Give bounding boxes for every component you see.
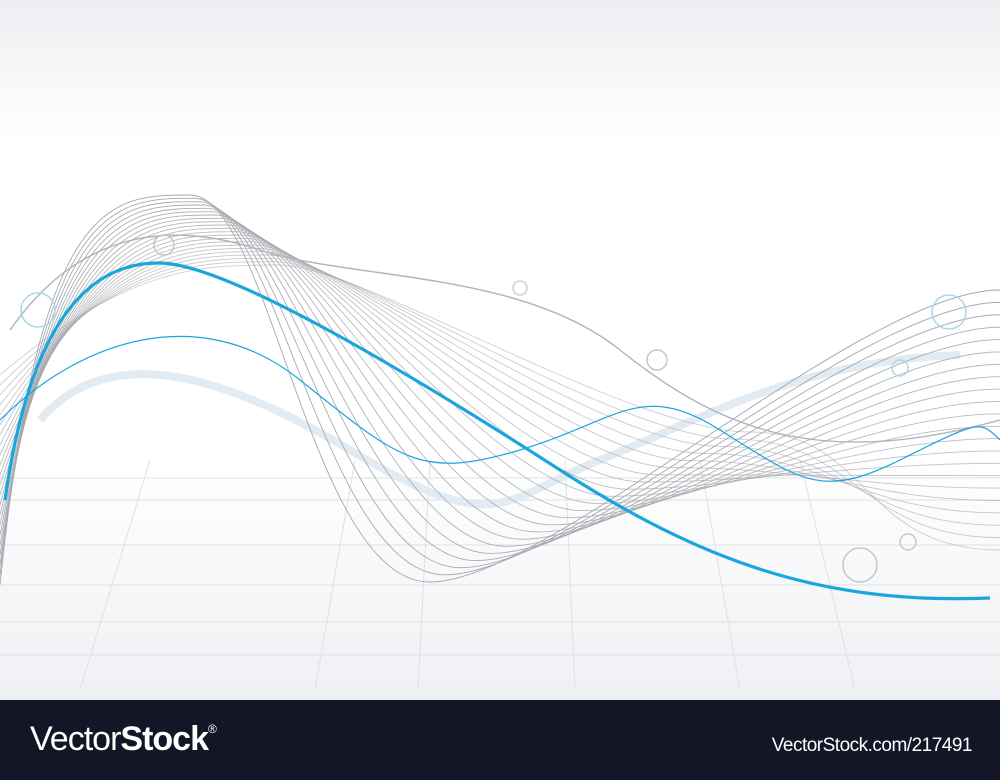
mesh-wave-line	[0, 261, 1000, 539]
logo-text-light: Vector	[30, 720, 121, 758]
grey-outline-wave	[9, 234, 1000, 443]
image-url: VectorStock.com/217491	[771, 735, 973, 756]
mesh-wave-line	[0, 224, 1000, 519]
top-haze	[0, 0, 1000, 140]
bubble-circle-icon	[153, 234, 175, 256]
mesh-wave-line	[0, 204, 1000, 562]
bubble-circle-icon	[646, 349, 668, 371]
vectorstock-logo: VectorStock®	[30, 720, 217, 759]
grid-line	[417, 459, 431, 691]
bubble-circle-icon	[891, 359, 909, 377]
bubble-circle-icon	[899, 533, 917, 551]
grid-line	[314, 459, 356, 691]
mesh-wave-line	[0, 257, 1000, 526]
mesh-wave-line	[0, 231, 1000, 504]
mesh-wave-line	[0, 197, 1000, 576]
mesh-wave-line	[0, 241, 1000, 483]
grey-wave-mesh	[0, 194, 1000, 586]
bubble-circle-icon	[842, 547, 878, 583]
bubble-circle-icon	[931, 294, 967, 330]
mesh-wave-line	[0, 234, 1000, 497]
mesh-wave-line	[0, 237, 1000, 490]
abstract-wave-illustration	[0, 0, 1000, 700]
bubble-circle-icon	[512, 280, 528, 296]
grid-line	[699, 459, 741, 691]
mesh-wave-line	[0, 254, 1000, 514]
registered-mark: ®	[207, 722, 217, 736]
floor	[0, 460, 1000, 700]
grid-line	[799, 459, 856, 691]
thin-blue-wave	[0, 335, 1000, 482]
mesh-wave-line	[0, 221, 1000, 526]
mesh-wave-line	[0, 244, 1000, 477]
mesh-wave-line	[0, 227, 1000, 512]
mesh-wave-line	[0, 211, 1000, 547]
bubble-circle-icon	[20, 292, 56, 328]
thick-blue-wave	[3, 261, 991, 601]
mesh-wave-line	[0, 201, 1000, 569]
mesh-wave-line	[0, 217, 1000, 533]
footer-watermark-bar: VectorStock® VectorStock.com/217491	[0, 700, 1000, 780]
mesh-wave-line	[0, 194, 1000, 586]
floor-grid	[0, 459, 1000, 691]
mesh-wave-line	[0, 264, 1000, 551]
mesh-wave-line	[0, 251, 1000, 501]
logo-text-bold: Stock	[120, 720, 209, 758]
grid-line	[79, 459, 151, 691]
